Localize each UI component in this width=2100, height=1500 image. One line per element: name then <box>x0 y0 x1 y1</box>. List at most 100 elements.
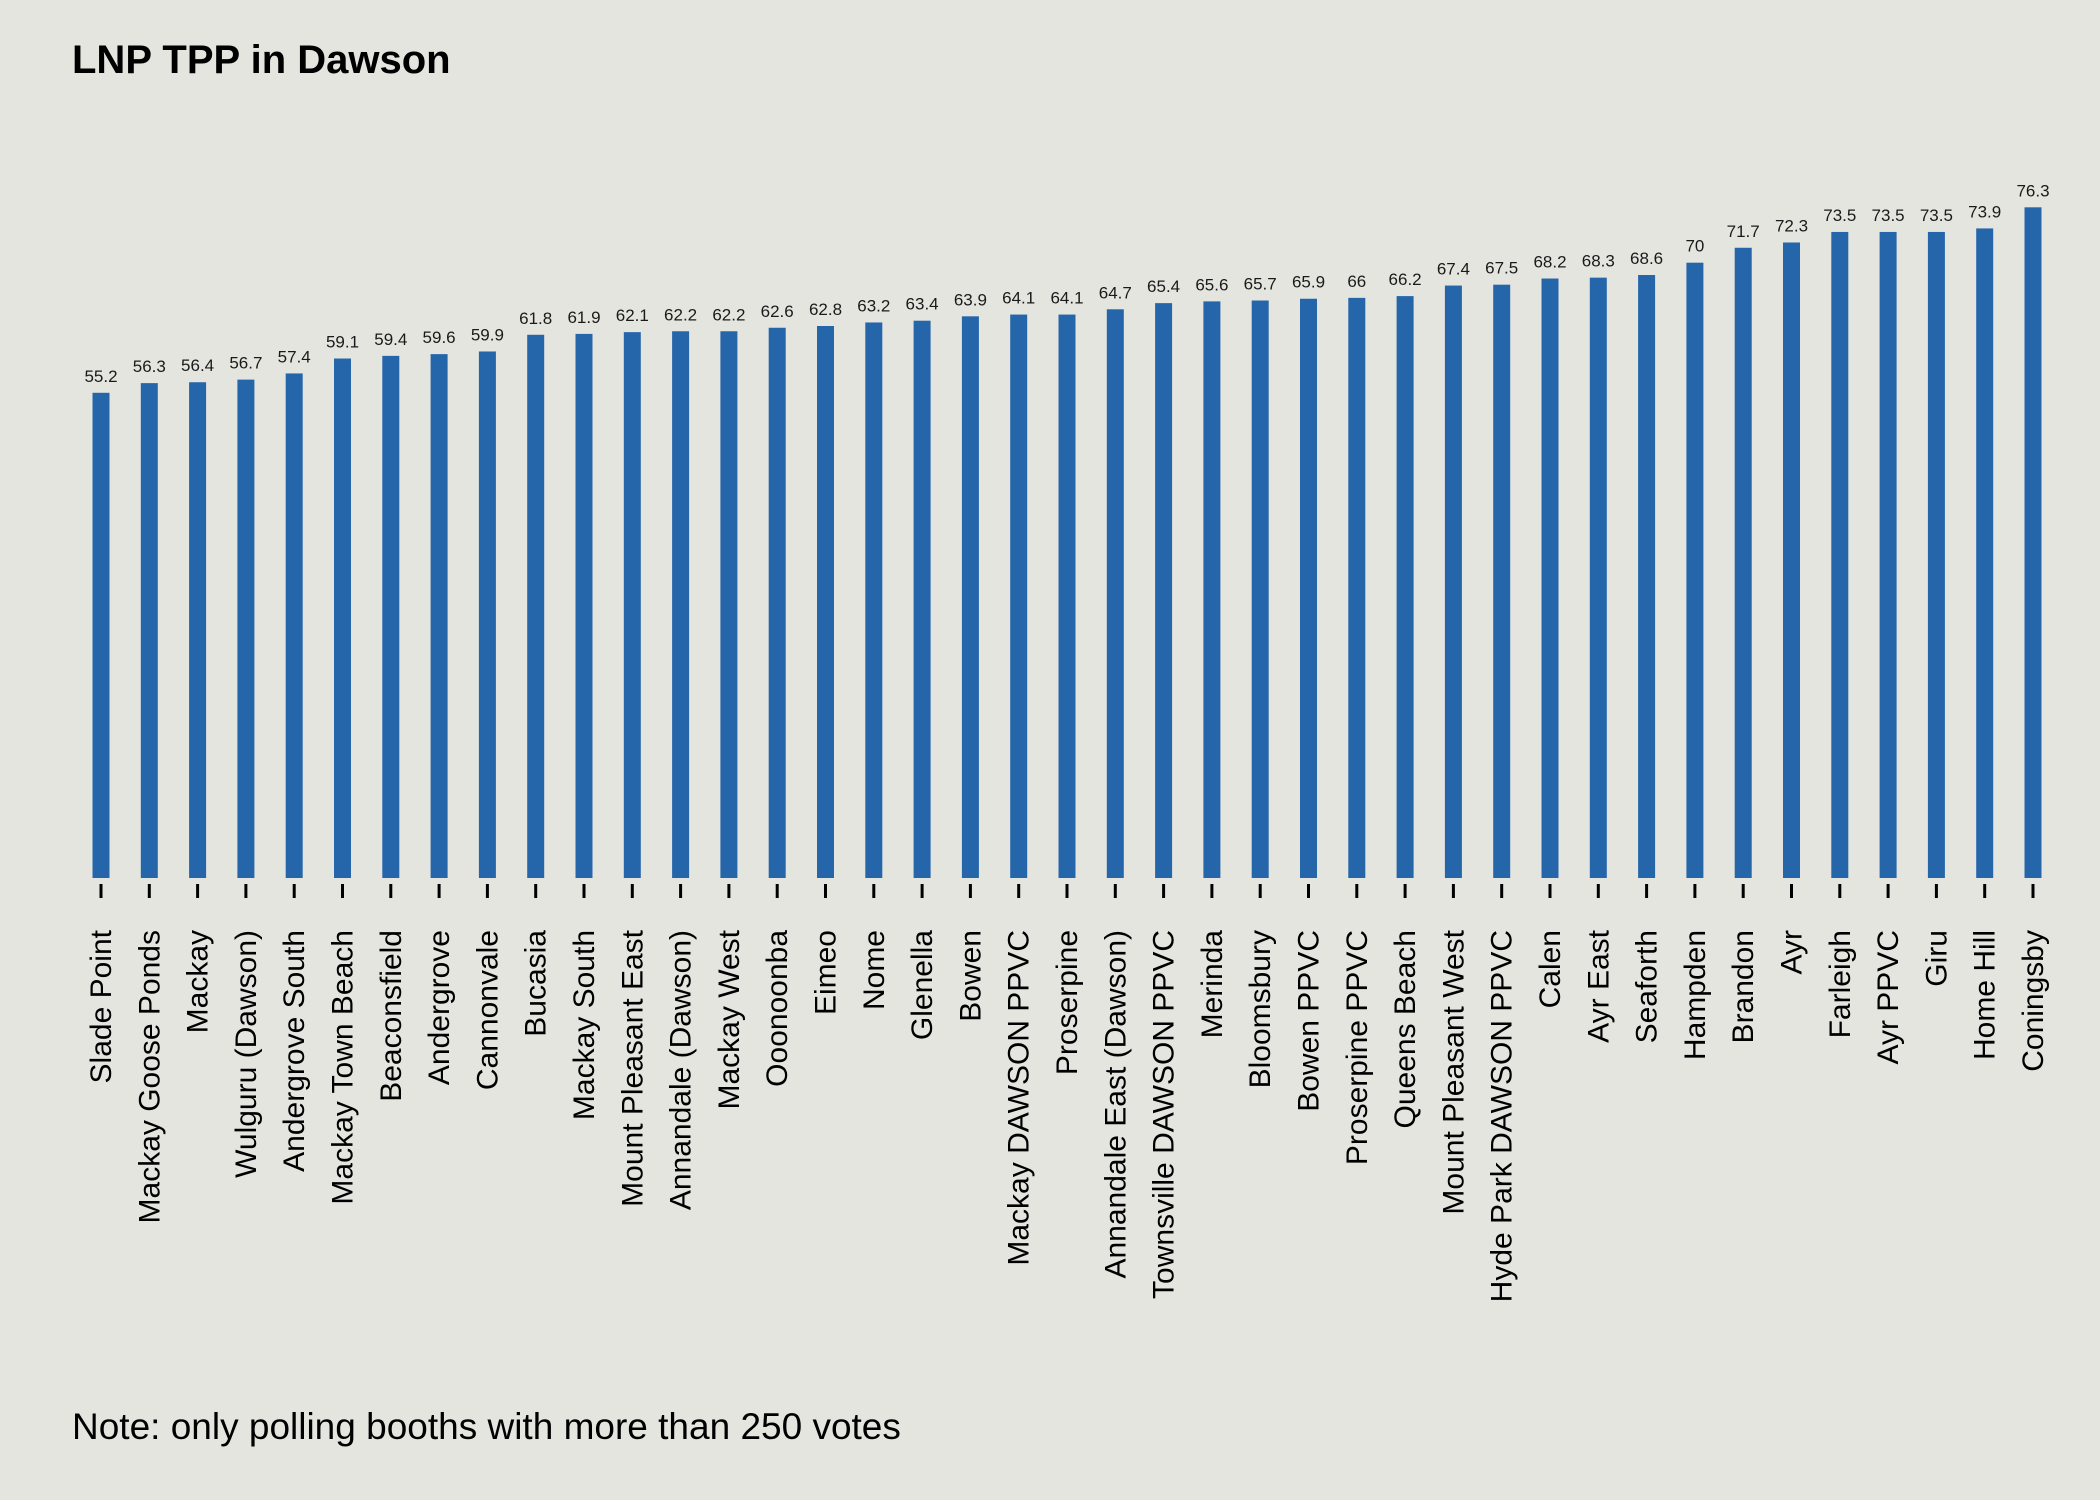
bar-value-label: 61.9 <box>567 308 600 327</box>
x-axis-tick-label: Bloomsbury <box>1244 930 1277 1088</box>
bar <box>1251 300 1269 878</box>
bar <box>285 373 303 878</box>
x-axis-tick-label: Merinda <box>1196 930 1229 1039</box>
bar <box>1831 231 1849 878</box>
x-axis-tick-label: Ooonoonba <box>761 930 794 1087</box>
bar <box>768 327 786 878</box>
bar-value-label: 56.4 <box>181 356 214 375</box>
x-axis-tick-label: Mackay DAWSON PPVC <box>1003 930 1036 1266</box>
bar-value-label: 62.1 <box>616 306 649 325</box>
bar <box>1203 301 1221 878</box>
bar-value-label: 68.2 <box>1533 253 1566 272</box>
bar <box>1783 242 1800 879</box>
bar-value-label: 64.1 <box>1002 289 1035 308</box>
bar <box>1106 309 1124 878</box>
x-axis-tick-label: Mackay West <box>713 929 746 1109</box>
x-axis-tick-label: Wulguru (Dawson) <box>230 930 263 1178</box>
bar <box>1155 303 1173 878</box>
x-axis-tick-labels: Slade Point Mackay Goose Ponds Mackay Wulgu… <box>85 929 2050 1302</box>
bar-value-label: 76.3 <box>2016 181 2049 200</box>
bar <box>1541 278 1559 878</box>
bar-value-label: 59.1 <box>326 333 359 352</box>
value-labels-layer: 55.2 56.3 56.4 56.7 57.4 59.1 59.4 59.6 59.9 61.8… <box>84 181 2049 385</box>
x-axis-tick-label: Bowen <box>954 930 987 1022</box>
bar-value-label: 67.4 <box>1437 260 1470 279</box>
bar-value-label: 73.9 <box>1968 202 2001 221</box>
bar-value-label: 55.2 <box>84 367 117 386</box>
bar-value-label: 71.7 <box>1727 222 1760 241</box>
bar-value-label: 73.5 <box>1872 206 1905 225</box>
x-axis-tick-label: Slade Point <box>85 929 118 1083</box>
bar-value-label: 70 <box>1685 237 1704 256</box>
bar <box>1686 262 1704 878</box>
x-axis-tick-label: Hampden <box>1679 930 1712 1060</box>
bar-value-label: 62.6 <box>761 302 794 321</box>
x-axis-tick-label: Proserpine <box>1051 930 1084 1075</box>
bar <box>1493 284 1511 878</box>
bar <box>1396 296 1414 879</box>
bar <box>1300 298 1317 878</box>
bar-value-label: 63.4 <box>906 295 939 314</box>
bar-value-label: 65.7 <box>1244 275 1277 294</box>
bar <box>817 325 834 878</box>
bar <box>140 383 158 878</box>
x-axis-tick-label: Beaconsfield <box>375 930 408 1102</box>
x-axis-tick-label: Bucasia <box>520 930 553 1037</box>
x-axis-tick-label: Home Hill <box>1969 930 2002 1060</box>
x-axis-tick-label: Eimeo <box>810 930 843 1015</box>
bar-value-label: 65.9 <box>1292 273 1325 292</box>
x-axis-tick-label: Mackay South <box>568 930 601 1120</box>
x-axis-tick-label: Queens Beach <box>1389 930 1422 1128</box>
bar <box>865 322 883 879</box>
bar-value-label: 63.9 <box>954 290 987 309</box>
bar-value-label: 64.1 <box>1050 289 1083 308</box>
x-axis-tick-label: Seaforth <box>1631 930 1664 1043</box>
x-axis-tick-label: Andergrove <box>423 930 456 1085</box>
x-axis-tick-label: Bowen PPVC <box>1293 930 1326 1112</box>
bar <box>382 355 400 878</box>
bar-value-label: 63.2 <box>857 296 890 315</box>
bar-value-label: 61.8 <box>519 309 552 328</box>
bar <box>1010 314 1028 878</box>
bar <box>334 358 351 878</box>
bar <box>1638 275 1656 878</box>
x-axis-tick-label: Proserpine PPVC <box>1341 930 1374 1165</box>
x-axis-tick-label: Mount Pleasant West <box>1437 929 1470 1214</box>
bar-value-label: 66.2 <box>1389 270 1422 289</box>
x-axis-tick-label: Coningsby <box>2017 930 2050 1072</box>
x-axis-tick-label: Nome <box>858 930 891 1010</box>
x-axis-tick-label: Mount Pleasant East <box>616 929 649 1206</box>
bar <box>623 332 641 878</box>
bar-value-label: 62.2 <box>664 305 697 324</box>
x-axis-tick-label: Ayr East <box>1582 929 1615 1042</box>
bar-value-label: 68.6 <box>1630 249 1663 268</box>
bar <box>478 351 496 879</box>
x-axis-tick-label: Mackay Town Beach <box>327 930 360 1205</box>
bar-value-label: 65.4 <box>1147 277 1180 296</box>
bar-value-label: 57.4 <box>278 347 311 366</box>
bar <box>720 331 738 878</box>
bar-value-label: 73.5 <box>1920 206 1953 225</box>
x-axis-tick-label: Glenella <box>906 930 939 1040</box>
x-axis-tick-label: Ayr <box>1776 930 1809 974</box>
x-axis-tick-label: Townsville DAWSON PPVC <box>1148 930 1181 1299</box>
bar <box>913 320 931 879</box>
bar-value-label: 66 <box>1347 272 1366 291</box>
x-axis-tick-label: Cannonvale <box>471 930 504 1090</box>
bar-value-label: 72.3 <box>1775 216 1808 235</box>
chart-note: Note: only polling booths with more than… <box>72 1406 901 1447</box>
bars-layer <box>92 207 2042 879</box>
x-axis-tick-label: Mackay Goose Ponds <box>133 930 166 1223</box>
bar <box>1444 285 1462 878</box>
x-axis-tick-label: Farleigh <box>1824 930 1857 1038</box>
bar <box>1927 231 1945 878</box>
bar <box>527 334 545 878</box>
bar-value-label: 59.6 <box>423 328 456 347</box>
x-axis-tick-label: Annandale (Dawson) <box>665 930 698 1210</box>
bar <box>237 379 255 878</box>
chart-title: LNP TPP in Dawson <box>72 38 451 82</box>
bar <box>189 382 207 878</box>
bar-value-label: 62.8 <box>809 300 842 319</box>
bar-value-label: 64.7 <box>1099 283 1132 302</box>
